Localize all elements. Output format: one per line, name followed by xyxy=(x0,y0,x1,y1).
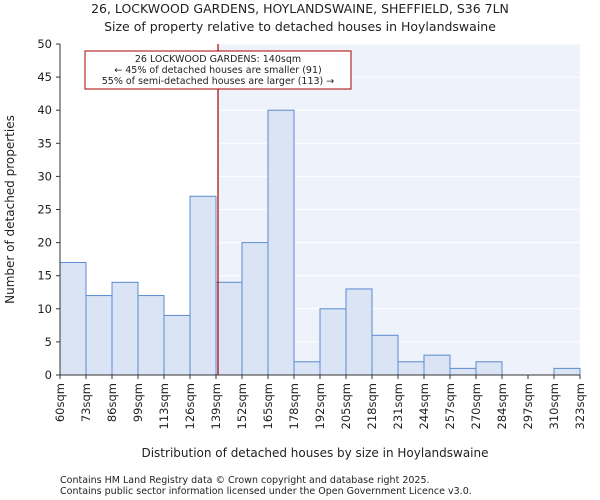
bar xyxy=(189,195,217,376)
x-tick-label: 257sqm xyxy=(443,383,457,429)
x-tick-label: 139sqm xyxy=(209,383,223,429)
x-tick-label: 99sqm xyxy=(131,383,145,422)
bar xyxy=(423,354,451,376)
x-tick-label: 244sqm xyxy=(417,383,431,429)
x-tick-label: 113sqm xyxy=(157,383,171,429)
bar xyxy=(345,288,373,376)
x-tick-label: 284sqm xyxy=(495,383,509,429)
bar xyxy=(267,109,295,376)
x-tick-label: 192sqm xyxy=(313,383,327,429)
bar xyxy=(59,261,87,376)
annotation-box: 26 LOCKWOOD GARDENS: 140sqm ← 45% of det… xyxy=(84,50,352,90)
bar xyxy=(111,281,139,376)
x-tick-label: 297sqm xyxy=(521,383,535,429)
y-tick-label: 0 xyxy=(45,368,52,382)
y-tick-label: 25 xyxy=(37,203,52,217)
x-axis-label: Distribution of detached houses by size … xyxy=(141,446,488,460)
bar xyxy=(475,361,503,376)
bar xyxy=(449,367,477,376)
bars xyxy=(59,109,581,376)
y-tick-label: 50 xyxy=(37,37,52,51)
bar xyxy=(137,295,165,376)
footer-line-1: Contains HM Land Registry data © Crown c… xyxy=(60,475,430,486)
annotation-border xyxy=(84,50,352,90)
bar xyxy=(241,242,269,376)
x-tick-label: 126sqm xyxy=(183,383,197,429)
x-tick-label: 165sqm xyxy=(261,383,275,429)
x-tick-label: 231sqm xyxy=(391,383,405,429)
annotation-line-3: 55% of semi-detached houses are larger (… xyxy=(102,76,335,87)
bar xyxy=(215,281,243,376)
chart-title: 26, LOCKWOOD GARDENS, HOYLANDSWAINE, SHE… xyxy=(91,1,509,16)
x-tick-label: 152sqm xyxy=(235,383,249,429)
bar xyxy=(397,361,425,376)
bar xyxy=(371,334,399,376)
y-tick-label: 30 xyxy=(37,169,52,183)
x-tick-label: 73sqm xyxy=(79,383,93,422)
y-tick-label: 10 xyxy=(37,302,52,316)
y-tick-label: 20 xyxy=(37,236,52,250)
bar xyxy=(553,367,581,376)
annotation-line-2: ← 45% of detached houses are smaller (91… xyxy=(114,65,321,76)
chart-subtitle: Size of property relative to detached ho… xyxy=(104,19,496,34)
annotation-line-1: 26 LOCKWOOD GARDENS: 140sqm xyxy=(135,54,301,65)
x-tick-label: 178sqm xyxy=(287,383,301,429)
x-tick-label: 205sqm xyxy=(339,383,353,429)
x-tick-label: 86sqm xyxy=(105,383,119,422)
y-tick-label: 15 xyxy=(37,269,52,283)
y-tick-label: 40 xyxy=(37,103,52,117)
bar xyxy=(293,361,321,376)
y-axis-label: Number of detached properties xyxy=(3,115,17,304)
bar xyxy=(163,314,191,376)
x-tick-label: 60sqm xyxy=(53,383,67,422)
bar xyxy=(85,295,113,376)
y-tick-label: 35 xyxy=(37,136,52,150)
x-tick-label: 218sqm xyxy=(365,383,379,429)
y-tick-label: 5 xyxy=(45,335,52,349)
y-tick-labels: 0 5 10 15 20 25 30 35 40 45 50 xyxy=(37,37,60,382)
x-tick-label: 323sqm xyxy=(573,383,587,429)
x-tick-label: 270sqm xyxy=(469,383,483,429)
x-tick-label: 310sqm xyxy=(547,383,561,429)
x-tick-labels: 60sqm 73sqm 86sqm 99sqm 113sqm 126sqm 139sqm 15… xyxy=(53,375,587,429)
bar xyxy=(319,308,347,376)
footer-line-2: Contains public sector information licen… xyxy=(60,486,472,497)
y-tick-label: 45 xyxy=(37,70,52,84)
